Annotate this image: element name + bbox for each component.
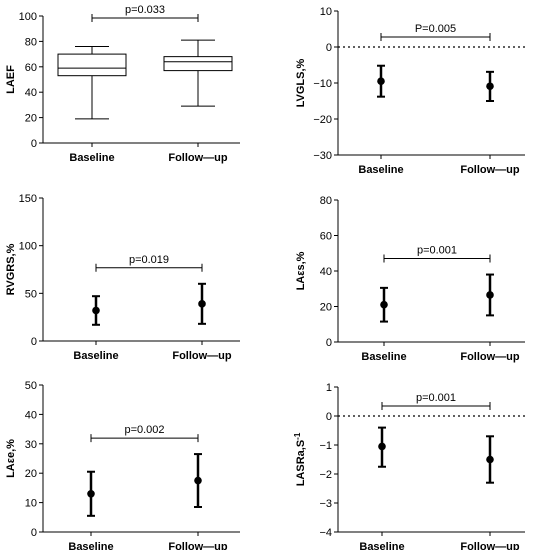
- chart-panel-1: 0 20 40 60 80 100 Baseline Follow—up LAEF p=0.033: [5, 4, 240, 164]
- chart-panel-4: 0 20 40 60 80 Baseline Follow—up LAεs,% p=0.001: [295, 195, 525, 363]
- y-tick-label: 100: [19, 241, 37, 253]
- mean-point: [378, 442, 386, 451]
- y-tick-label: 0: [326, 411, 332, 423]
- y-tick-label: 0: [326, 337, 332, 349]
- y-axis-label: LAεe,%: [5, 439, 17, 478]
- y-tick-label: 20: [25, 468, 37, 480]
- y-tick-label: 40: [25, 409, 37, 421]
- mean-point: [198, 300, 206, 308]
- y-tick-label: 0: [31, 336, 37, 348]
- mean-point: [87, 489, 95, 498]
- p-value-annotation: p=0.019: [129, 254, 169, 266]
- y-tick-label: 60: [320, 231, 332, 243]
- x-category-label: Follow—up: [172, 350, 232, 362]
- mean-point: [486, 82, 494, 91]
- y-tick-label: 40: [25, 87, 37, 99]
- y-tick-label: 150: [19, 193, 37, 205]
- chart-panel-3: 0 50 100 150 Baseline Follow—up RVGRS,% p=0.019: [5, 193, 240, 362]
- x-category-label: Follow—up: [168, 541, 228, 550]
- mean-point: [486, 455, 494, 464]
- y-tick-label: 20: [320, 302, 332, 314]
- y-tick-label: 10: [320, 6, 332, 18]
- x-category-label: Baseline: [361, 351, 406, 363]
- p-value-annotation: p=0.001: [417, 245, 457, 257]
- y-tick-label: −20: [313, 114, 332, 126]
- y-tick-label: 1: [326, 382, 332, 394]
- x-category-label: Baseline: [69, 152, 114, 164]
- p-value-annotation: p=0.002: [124, 424, 164, 436]
- y-tick-label: 100: [19, 11, 37, 23]
- y-axis-label: RVGRS,%: [5, 243, 17, 295]
- y-tick-label: 0: [31, 527, 37, 539]
- y-tick-label: 20: [25, 113, 37, 125]
- chart-panel-2: −30 −20 −10 0 10 Baseline Follow—up LVGLS,% P=0.…: [295, 6, 525, 176]
- y-axis-label: LASRa,S-1: [293, 432, 308, 486]
- y-tick-label: 50: [25, 380, 37, 392]
- y-tick-label: −30: [313, 150, 332, 162]
- y-tick-label: −3: [319, 498, 332, 510]
- x-category-label: Follow—up: [460, 351, 520, 363]
- y-tick-label: −2: [319, 469, 332, 481]
- p-value-annotation: p=0.033: [125, 4, 165, 16]
- y-tick-label: 30: [25, 439, 37, 451]
- y-tick-label: 0: [326, 42, 332, 54]
- x-category-label: Baseline: [73, 350, 118, 362]
- p-value-annotation: p=0.001: [416, 392, 456, 404]
- chart-panel-6: −4 −3 −2 −1 0 1 Baseline Follow—up LASRa,S-1 p=0.…: [293, 382, 525, 550]
- y-tick-label: 60: [25, 62, 37, 74]
- x-category-label: Follow—up: [460, 541, 520, 550]
- box-iqr: [57, 53, 127, 77]
- mean-point: [92, 306, 100, 315]
- mean-point: [194, 476, 202, 485]
- y-axis-label: LVGLS,%: [295, 58, 307, 107]
- y-tick-label: 10: [25, 498, 37, 510]
- p-value-annotation: P=0.005: [415, 23, 456, 35]
- mean-point: [380, 300, 388, 309]
- x-category-label: Follow—up: [168, 152, 228, 164]
- y-axis-label-superscript: -1: [293, 432, 302, 440]
- y-tick-label: 50: [25, 288, 37, 300]
- y-tick-label: −10: [313, 78, 332, 90]
- x-category-label: Follow—up: [460, 164, 520, 176]
- mean-point: [377, 77, 385, 85]
- chart-panel-5: 0 10 20 30 40 50 Baseline Follow—up LAεe,% p=0.00…: [5, 380, 240, 550]
- y-tick-label: 80: [320, 195, 332, 207]
- y-axis-label: LAεs,%: [295, 251, 307, 290]
- x-category-label: Baseline: [359, 541, 404, 550]
- mean-point: [486, 291, 494, 299]
- y-tick-label: −1: [319, 440, 332, 452]
- y-tick-label: 0: [31, 138, 37, 150]
- box-iqr: [163, 56, 233, 72]
- x-category-label: Baseline: [68, 541, 113, 550]
- x-category-label: Baseline: [358, 164, 403, 176]
- y-tick-label: 40: [320, 266, 332, 278]
- y-tick-label: −4: [319, 527, 332, 539]
- y-axis-label: LAEF: [5, 65, 17, 94]
- y-tick-label: 80: [25, 36, 37, 48]
